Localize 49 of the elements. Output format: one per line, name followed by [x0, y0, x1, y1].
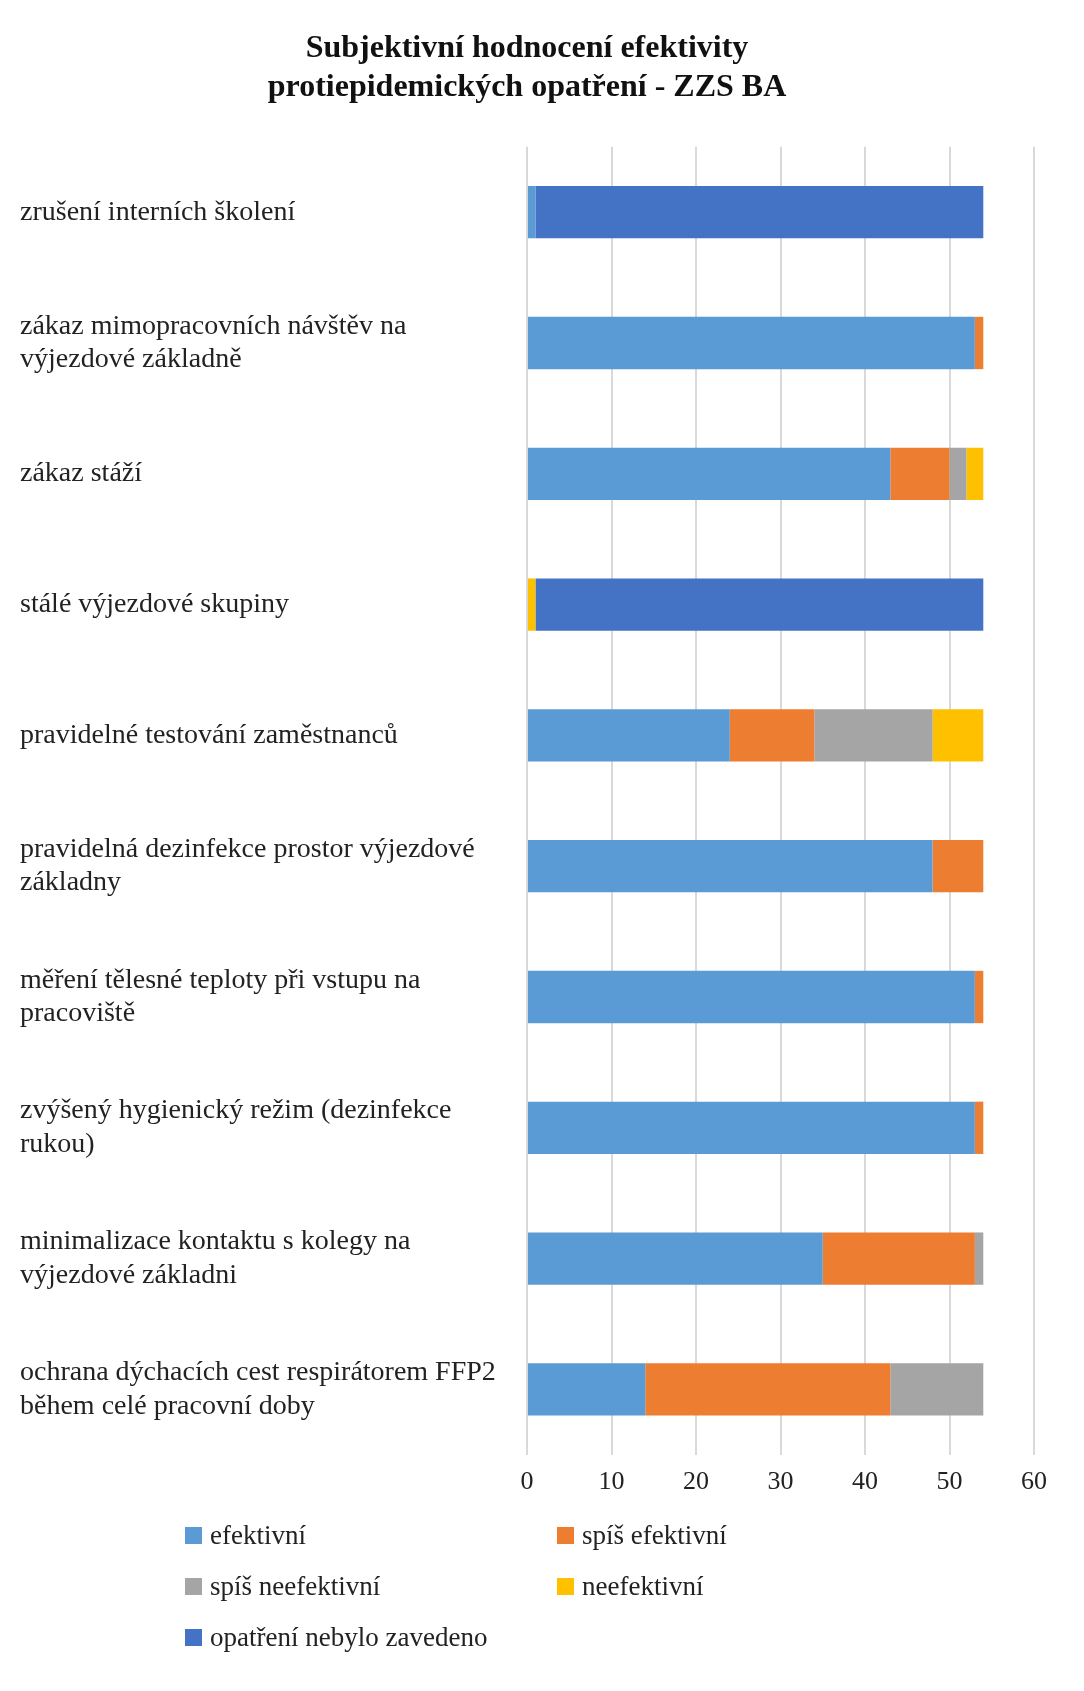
y-tick-label: minimalizace kontaktu s kolegy na výjezdové základni	[20, 1224, 411, 1289]
bar	[932, 709, 984, 762]
bar	[932, 840, 984, 893]
legend-label: neefektivní	[582, 1571, 704, 1602]
bar	[974, 316, 984, 370]
x-tick-label: 10	[598, 1466, 625, 1496]
bar	[974, 1232, 984, 1285]
x-tick-label: 30	[767, 1466, 794, 1496]
x-tick-label: 0	[520, 1466, 534, 1496]
y-tick-label: zrušení interních školení	[20, 194, 296, 226]
bar	[966, 447, 984, 500]
bar	[528, 186, 536, 239]
legend-label: efektivní	[210, 1520, 306, 1551]
bar	[814, 709, 933, 762]
chart-title: Subjektivní hodnocení efektivity protiepidemických opatření - ZZS BA	[267, 28, 787, 103]
bar	[822, 1232, 975, 1285]
bar	[528, 1232, 823, 1285]
bar	[528, 840, 933, 893]
bar	[535, 186, 984, 239]
bar	[890, 1363, 984, 1416]
bar	[528, 1363, 646, 1416]
y-tick-label: měření tělesné teploty při vstupu na pracoviště	[20, 962, 422, 1028]
bar	[729, 709, 815, 762]
y-tick-label: pravidelné testování zaměstnanců	[20, 717, 398, 749]
bar	[528, 447, 891, 500]
bar	[890, 447, 950, 500]
x-tick-label: 50	[936, 1466, 963, 1496]
bar	[528, 1101, 975, 1154]
y-tick-label: zákaz stáží	[20, 456, 143, 488]
bar	[974, 970, 984, 1024]
legend-label: spíš efektivní	[582, 1520, 727, 1551]
y-tick-label: zákaz mimopracovních návštěv na výjezdové základně	[20, 308, 407, 374]
bar	[528, 709, 730, 762]
x-tick-label: 60	[1021, 1466, 1047, 1496]
legend-label: spíš neefektivní	[210, 1571, 381, 1602]
y-tick-label: stálé výjezdové skupiny	[20, 586, 290, 618]
legend-label: opatření nebylo zavedeno	[210, 1622, 488, 1653]
bar	[528, 578, 536, 631]
x-tick-label: 40	[852, 1466, 878, 1496]
bar	[949, 447, 967, 500]
bar	[535, 578, 984, 631]
y-tick-label: zvýšený hygienický režim (dezinfekce rukou)	[20, 1093, 452, 1158]
bar	[528, 316, 975, 370]
y-tick-label: ochrana dýchacích cest respirátorem FFP2 během celé pracovní doby	[20, 1354, 496, 1420]
x-tick-label: 20	[683, 1466, 709, 1496]
bar	[974, 1101, 984, 1154]
bar	[528, 970, 975, 1024]
bar	[645, 1363, 891, 1416]
y-tick-label: pravidelná dezinfekce prostor výjezdové základny	[20, 831, 475, 897]
